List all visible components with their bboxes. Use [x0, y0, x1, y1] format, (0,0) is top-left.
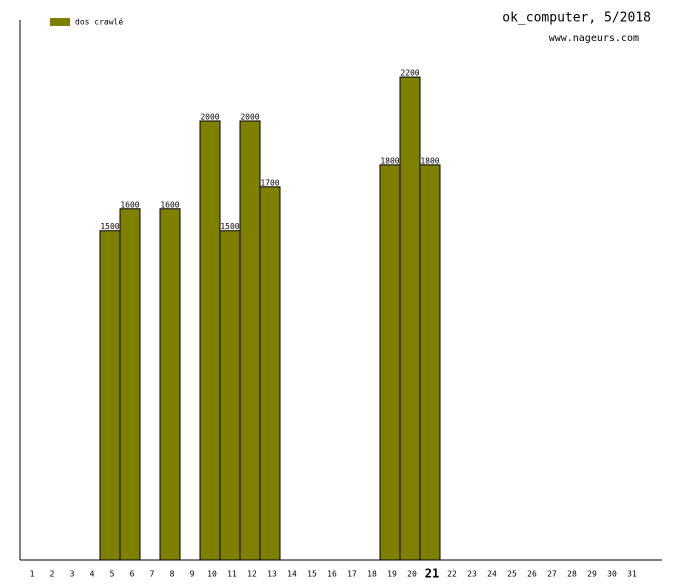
x-tick-label: 23	[467, 570, 477, 579]
bar	[239, 120, 261, 561]
x-tick-label: 19	[387, 570, 397, 579]
chart-subtitle: www.nageurs.com	[549, 33, 639, 44]
x-tick-label: 1	[30, 570, 35, 579]
value-label: 1500	[100, 222, 119, 231]
x-tick-label: 18	[367, 570, 377, 579]
x-tick-label: 10	[207, 570, 217, 579]
x-tick-label: 13	[267, 570, 277, 579]
x-tick-label: 8	[170, 570, 175, 579]
x-tick-label: 27	[547, 570, 557, 579]
bar	[419, 164, 441, 561]
bar	[399, 76, 421, 561]
x-tick-label: 5	[110, 570, 115, 579]
x-tick-label: 15	[307, 570, 317, 579]
value-label: 1500	[220, 222, 239, 231]
x-tick-label: 3	[70, 570, 75, 579]
x-tick-label: 7	[150, 570, 155, 579]
x-tick-label: 17	[347, 570, 357, 579]
x-tick-label: 4	[90, 570, 95, 579]
x-tick-label: 24	[487, 570, 497, 579]
x-tick-label: 21	[425, 567, 439, 581]
x-tick-label: 14	[287, 570, 297, 579]
x-tick-label: 22	[447, 570, 457, 579]
x-tick-label: 20	[407, 570, 417, 579]
x-tick-label: 16	[327, 570, 337, 579]
value-label: 1800	[380, 156, 399, 165]
bar	[379, 164, 401, 561]
x-tick-label: 9	[190, 570, 195, 579]
x-tick-label: 11	[227, 570, 237, 579]
x-tick-label: 26	[527, 570, 537, 579]
legend-swatch	[50, 18, 70, 26]
bar	[259, 186, 281, 561]
x-tick-label: 6	[130, 570, 135, 579]
value-label: 1600	[120, 200, 139, 209]
value-label: 2000	[200, 112, 219, 121]
x-tick-label: 28	[567, 570, 577, 579]
bar	[219, 230, 241, 561]
x-tick-label: 12	[247, 570, 257, 579]
bar	[159, 208, 181, 561]
x-tick-label: 2	[50, 570, 55, 579]
x-tick-label: 31	[627, 570, 637, 579]
x-tick-label: 30	[607, 570, 617, 579]
chart-title: ok_computer, 5/2018	[502, 11, 651, 26]
bar	[199, 120, 221, 561]
value-label: 1600	[160, 200, 179, 209]
bar	[119, 208, 141, 561]
bar	[99, 230, 121, 561]
value-label: 1700	[260, 178, 279, 187]
value-label: 1800	[420, 156, 439, 165]
x-tick-label: 25	[507, 570, 517, 579]
legend-label: dos crawlé	[75, 17, 123, 27]
value-label: 2000	[240, 112, 259, 121]
value-label: 2200	[400, 69, 419, 78]
x-tick-label: 29	[587, 570, 597, 579]
